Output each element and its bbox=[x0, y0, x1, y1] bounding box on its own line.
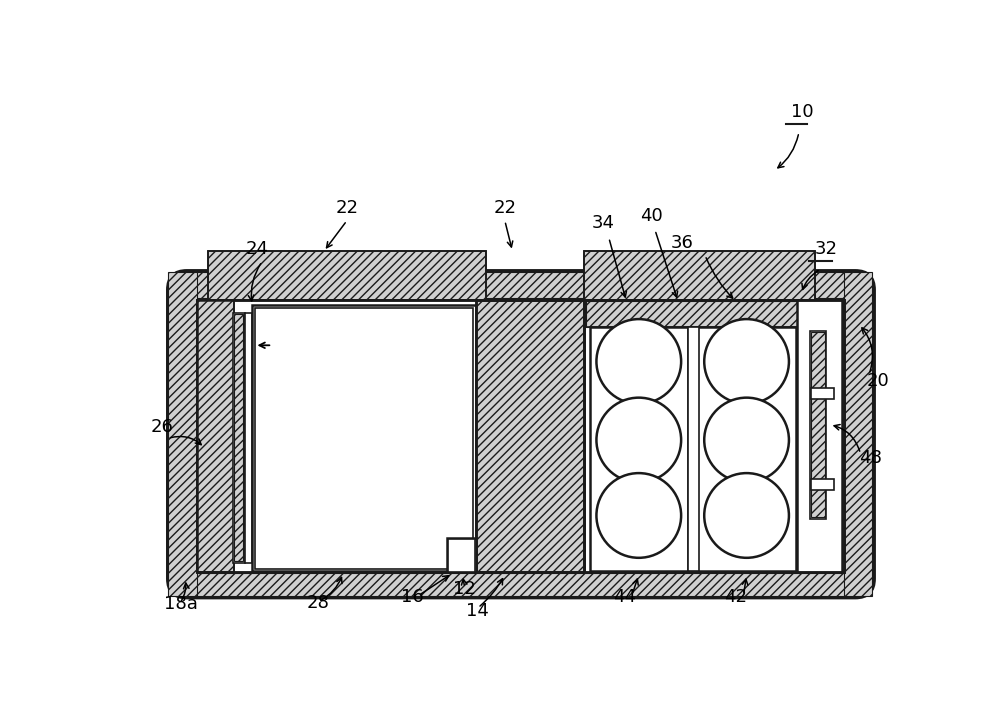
Text: 20: 20 bbox=[867, 372, 889, 390]
Bar bbox=[208, 252, 486, 300]
Text: 26: 26 bbox=[151, 418, 173, 436]
Bar bbox=[476, 300, 584, 573]
Text: 10: 10 bbox=[791, 102, 814, 121]
Circle shape bbox=[596, 319, 681, 404]
Bar bbox=[844, 272, 872, 596]
Bar bbox=[234, 315, 243, 561]
Bar bbox=[810, 330, 826, 518]
Bar bbox=[476, 300, 584, 573]
Text: 44: 44 bbox=[613, 588, 636, 606]
Bar bbox=[688, 327, 699, 571]
Bar bbox=[168, 272, 197, 596]
Text: 40: 40 bbox=[640, 207, 662, 225]
Bar bbox=[208, 252, 486, 300]
Bar bbox=[255, 307, 473, 568]
Text: 22: 22 bbox=[493, 199, 516, 217]
Text: 28: 28 bbox=[307, 594, 330, 612]
Bar bbox=[811, 478, 834, 490]
Circle shape bbox=[596, 473, 681, 558]
Bar bbox=[233, 313, 245, 563]
Bar bbox=[197, 300, 234, 573]
Bar bbox=[811, 332, 825, 517]
Circle shape bbox=[596, 398, 681, 483]
Bar bbox=[448, 539, 475, 572]
Text: 12: 12 bbox=[453, 580, 476, 598]
Bar bbox=[584, 300, 844, 573]
Bar bbox=[697, 327, 796, 571]
Text: 48: 48 bbox=[859, 449, 882, 467]
Bar bbox=[252, 305, 476, 571]
Bar bbox=[189, 573, 849, 596]
Text: 16: 16 bbox=[401, 588, 424, 606]
Text: 34: 34 bbox=[592, 214, 615, 232]
Bar bbox=[797, 300, 842, 573]
Bar bbox=[811, 388, 834, 399]
Text: 36: 36 bbox=[670, 234, 693, 252]
Bar bbox=[197, 300, 844, 573]
Circle shape bbox=[704, 398, 789, 483]
Bar bbox=[189, 272, 849, 297]
Text: 22: 22 bbox=[335, 199, 358, 217]
Text: 14: 14 bbox=[466, 601, 489, 620]
Circle shape bbox=[704, 473, 789, 558]
Bar bbox=[586, 300, 844, 327]
Text: 32: 32 bbox=[814, 240, 837, 257]
Text: 42: 42 bbox=[724, 588, 747, 606]
Bar bbox=[586, 302, 842, 327]
FancyBboxPatch shape bbox=[168, 270, 874, 598]
Bar bbox=[584, 252, 815, 300]
Bar bbox=[590, 327, 688, 571]
Bar bbox=[245, 313, 252, 563]
Bar bbox=[447, 538, 476, 573]
Text: 24: 24 bbox=[245, 240, 268, 257]
Text: 18a: 18a bbox=[164, 596, 198, 613]
Bar bbox=[584, 252, 815, 300]
Circle shape bbox=[704, 319, 789, 404]
Bar bbox=[197, 300, 234, 573]
